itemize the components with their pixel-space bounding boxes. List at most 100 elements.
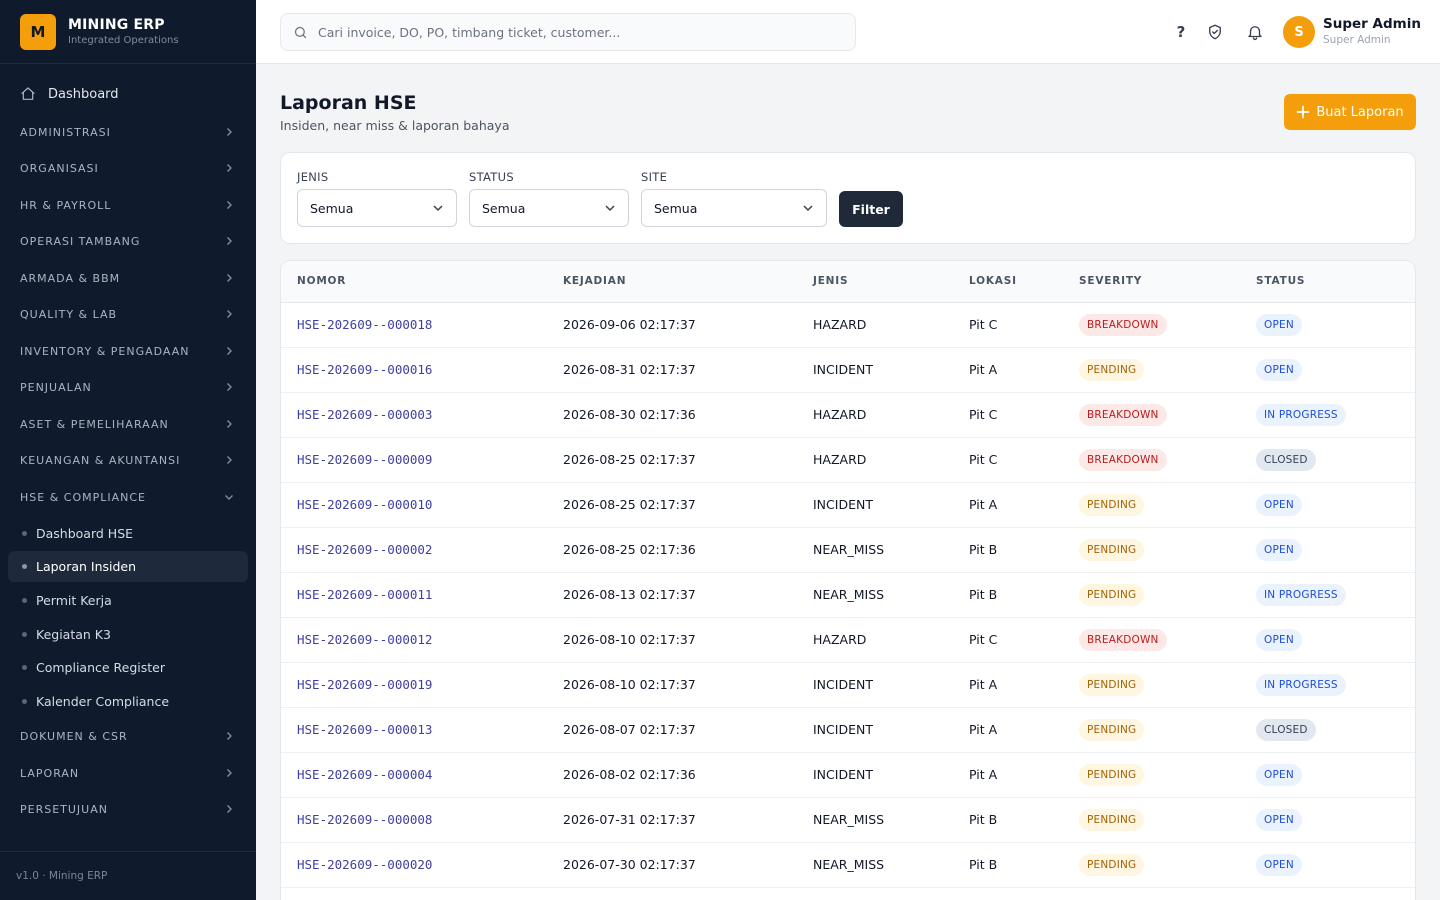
report-type: INCIDENT	[813, 362, 873, 377]
report-number-link[interactable]: HSE-202609--000010	[297, 497, 433, 512]
table-row[interactable]: HSE-202609--000008 2026-07-31 02:17:37 NEA…	[281, 798, 1415, 843]
report-number-link[interactable]: HSE-202609--000016	[297, 362, 433, 377]
severity-badge: PENDING	[1079, 539, 1145, 561]
report-number-link[interactable]: HSE-202609--000011	[297, 587, 433, 602]
severity-badge: PENDING	[1079, 809, 1145, 831]
sidebar-group-quality-lab[interactable]: QUALITY & LAB	[0, 302, 256, 326]
report-number-link[interactable]: HSE-202609--000009	[297, 452, 433, 467]
search-input[interactable]	[318, 24, 838, 40]
report-number-link[interactable]: HSE-202609--000008	[297, 812, 433, 827]
sidebar-group-laporan[interactable]: LAPORAN	[0, 761, 256, 785]
severity-badge: BREAKDOWN	[1079, 314, 1167, 336]
shield-check-icon[interactable]	[1203, 20, 1227, 44]
report-type: NEAR_MISS	[813, 857, 885, 872]
status-badge: OPEN	[1256, 494, 1302, 516]
sidebar-item-compliance-register[interactable]: Compliance Register	[8, 652, 248, 683]
status-badge: OPEN	[1256, 764, 1302, 786]
sidebar-group-aset-pemeliharaan[interactable]: ASET & PEMELIHARAAN	[0, 412, 256, 436]
sidebar-item-laporan-insiden[interactable]: Laporan Insiden	[8, 551, 248, 582]
report-type: HAZARD	[813, 632, 867, 647]
filter-site-select[interactable]: Semua	[641, 189, 827, 227]
severity-badge: PENDING	[1079, 854, 1145, 876]
report-type: INCIDENT	[813, 497, 873, 512]
status-badge: OPEN	[1256, 314, 1302, 336]
table-row[interactable]: HSE-202609--000019 2026-08-10 02:17:37 INC…	[281, 663, 1415, 708]
sidebar-group-persetujuan[interactable]: PERSETUJUAN	[0, 797, 256, 821]
report-number-link[interactable]: HSE-202609--000018	[297, 317, 433, 332]
sidebar-group-keuangan-akuntansi[interactable]: KEUANGAN & AKUNTANSI	[0, 448, 256, 472]
table-row[interactable]: HSE-202609--000009 2026-08-25 02:17:37 HAZ…	[281, 438, 1415, 483]
sidebar-group-label: ORGANISASI	[20, 161, 99, 175]
user-name[interactable]: Super Admin	[1323, 16, 1421, 32]
sidebar-group-label: ADMINISTRASI	[20, 125, 111, 139]
report-number-link[interactable]: HSE-202609--000013	[297, 722, 433, 737]
search-icon	[294, 26, 307, 38]
chevron-down-icon	[803, 205, 813, 212]
filter-status-select[interactable]: Semua	[469, 189, 629, 227]
sidebar-group-armada-bbm[interactable]: ARMADA & BBM	[0, 266, 256, 290]
sidebar-group-label: LAPORAN	[20, 766, 80, 780]
bullet-icon	[22, 598, 27, 603]
table-row[interactable]: HSE-202609--000016 2026-08-31 02:17:37 INC…	[281, 348, 1415, 393]
incident-datetime: 2026-08-31 02:17:37	[563, 362, 696, 377]
filter-status-value: Semua	[482, 200, 526, 216]
sidebar-group-dokumen-csr[interactable]: DOKUMEN & CSR	[0, 724, 256, 748]
sidebar-item-kalender-compliance[interactable]: Kalender Compliance	[8, 686, 248, 717]
status-badge: OPEN	[1256, 539, 1302, 561]
report-number-link[interactable]: HSE-202609--000019	[297, 677, 433, 692]
sidebar-item-label: Dashboard	[48, 86, 119, 102]
table-row[interactable]: HSE-202609--000002 2026-08-25 02:17:36 NEA…	[281, 528, 1415, 573]
bullet-icon	[22, 665, 27, 670]
sidebar-group-label: HSE & COMPLIANCE	[20, 490, 146, 504]
sidebar: M MINING ERP Integrated Operations Dashb…	[0, 0, 256, 900]
table-row[interactable]: HSE-202609--000011 2026-08-13 02:17:37 NEA…	[281, 573, 1415, 618]
report-number-link[interactable]: HSE-202609--000012	[297, 632, 433, 647]
incident-datetime: 2026-08-30 02:17:36	[563, 407, 696, 422]
avatar[interactable]: S	[1283, 16, 1315, 48]
sidebar-item-label: Kalender Compliance	[36, 694, 170, 709]
column-header-kejadian: KEJADIAN	[563, 275, 627, 287]
incident-datetime: 2026-08-25 02:17:37	[563, 497, 696, 512]
location: Pit C	[969, 317, 998, 332]
status-badge: OPEN	[1256, 359, 1302, 381]
sidebar-group-hse-compliance[interactable]: HSE & COMPLIANCE	[0, 485, 256, 509]
sidebar-group-operasi-tambang[interactable]: OPERASI TAMBANG	[0, 229, 256, 253]
sidebar-item-dashboard-hse[interactable]: Dashboard HSE	[8, 518, 248, 549]
sidebar-group-administrasi[interactable]: ADMINISTRASI	[0, 120, 256, 144]
sidebar-item-permit-kerja[interactable]: Permit Kerja	[8, 585, 248, 616]
report-number-link[interactable]: HSE-202609--000020	[297, 857, 433, 872]
status-badge: OPEN	[1256, 809, 1302, 831]
table-row[interactable]: HSE-202609--000012 2026-08-10 02:17:37 HAZ…	[281, 618, 1415, 663]
table-row[interactable]: HSE-202609--000004 2026-08-02 02:17:36 INC…	[281, 753, 1415, 798]
filter-status-label: STATUS	[469, 170, 514, 184]
severity-badge: PENDING	[1079, 764, 1145, 786]
chevron-right-icon	[227, 732, 232, 740]
search-box[interactable]	[280, 13, 856, 51]
sidebar-group-penjualan[interactable]: PENJUALAN	[0, 375, 256, 399]
bell-icon[interactable]	[1243, 20, 1267, 44]
report-number-link[interactable]: HSE-202609--000002	[297, 542, 433, 557]
location: Pit A	[969, 722, 998, 737]
create-report-button[interactable]: Buat Laporan	[1284, 94, 1416, 130]
table-row[interactable]: HSE-202609--000010 2026-08-25 02:17:37 INC…	[281, 483, 1415, 528]
filter-jenis-select[interactable]: Semua	[297, 189, 457, 227]
sidebar-item-kegiatan-k3[interactable]: Kegiatan K3	[8, 619, 248, 650]
sidebar-group-label: OPERASI TAMBANG	[20, 234, 141, 248]
chevron-down-icon	[433, 205, 443, 212]
sidebar-item-label: Laporan Insiden	[36, 559, 137, 574]
status-badge: IN PROGRESS	[1256, 674, 1346, 696]
filter-button[interactable]: Filter	[839, 191, 903, 227]
column-header-severity: SEVERITY	[1079, 275, 1143, 287]
table-row[interactable]: HSE-202609--000003 2026-08-30 02:17:36 HAZ…	[281, 393, 1415, 438]
table-row[interactable]: HSE-202609--000018 2026-09-06 02:17:37 HAZ…	[281, 303, 1415, 348]
sidebar-group-hr-payroll[interactable]: HR & PAYROLL	[0, 193, 256, 217]
report-number-link[interactable]: HSE-202609--000003	[297, 407, 433, 422]
sidebar-item-dashboard[interactable]: Dashboard	[8, 80, 248, 108]
help-icon[interactable]: ?	[1176, 23, 1186, 41]
report-number-link[interactable]: HSE-202609--000004	[297, 767, 433, 782]
table-row[interactable]: HSE-202609--000020 2026-07-30 02:17:37 NEA…	[281, 843, 1415, 888]
chevron-right-icon	[227, 201, 232, 209]
table-row[interactable]: HSE-202609--000013 2026-08-07 02:17:37 INC…	[281, 708, 1415, 753]
sidebar-group-inventory-pengadaan[interactable]: INVENTORY & PENGADAAN	[0, 339, 256, 363]
sidebar-group-organisasi[interactable]: ORGANISASI	[0, 156, 256, 180]
